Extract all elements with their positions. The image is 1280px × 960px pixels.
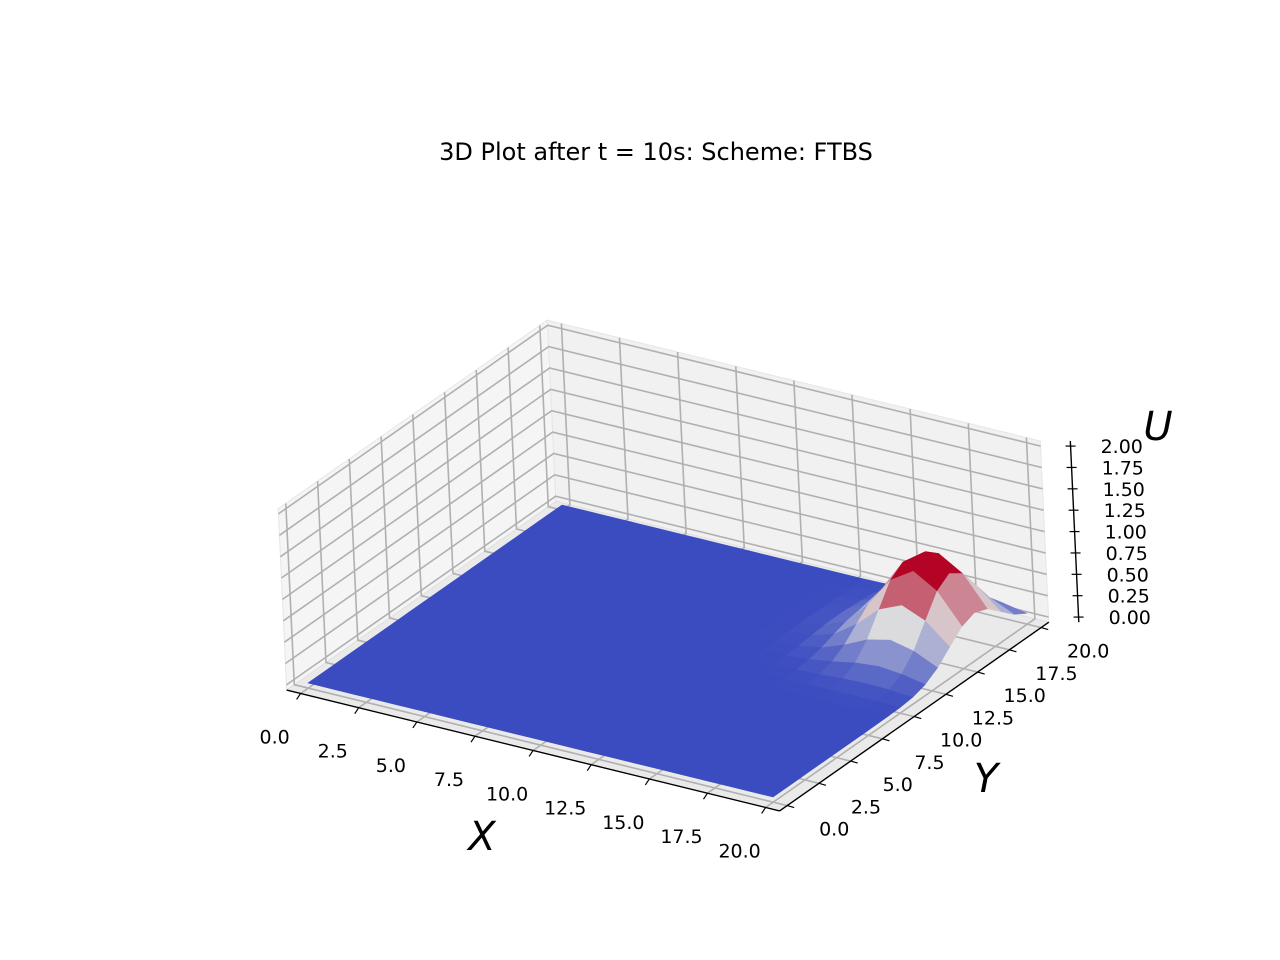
surface-cell bbox=[749, 782, 787, 798]
chart-title: 3D Plot after t = 10s: Scheme: FTBS bbox=[439, 138, 873, 166]
y-gridline bbox=[285, 503, 788, 807]
x-tick-label: 5.0 bbox=[376, 755, 406, 777]
y-tick bbox=[914, 715, 922, 720]
x-tick-label: 7.5 bbox=[434, 769, 464, 791]
y-axis-title: Y bbox=[974, 756, 1002, 802]
x-tick bbox=[470, 735, 476, 743]
y-tick bbox=[1041, 626, 1049, 631]
x-tick bbox=[761, 807, 767, 814]
z-tick-label: 0.00 bbox=[1109, 607, 1151, 629]
z-gridline bbox=[279, 367, 1043, 558]
z-tick-label: 1.50 bbox=[1103, 479, 1145, 501]
z-gridline bbox=[281, 409, 1045, 601]
y-tick-label: 7.5 bbox=[914, 752, 944, 774]
x-tick-label: 12.5 bbox=[544, 798, 586, 820]
z-tick-label: 1.25 bbox=[1104, 500, 1146, 522]
x-tick bbox=[586, 764, 592, 772]
z-axis-title: U bbox=[1143, 404, 1172, 450]
x-tick-label: 2.5 bbox=[318, 741, 348, 763]
z-tick-label: 1.00 bbox=[1105, 522, 1147, 544]
x-tick bbox=[296, 693, 302, 700]
x-tick bbox=[702, 792, 708, 800]
z-tick-label: 0.25 bbox=[1108, 586, 1150, 608]
y-tick-label: 12.5 bbox=[972, 707, 1014, 729]
z-gridline bbox=[285, 495, 1049, 686]
z-gridline bbox=[283, 452, 1047, 643]
y-tick-label: 15.0 bbox=[1004, 685, 1046, 707]
y-tick bbox=[818, 782, 827, 786]
y-tick bbox=[1009, 649, 1017, 653]
x-tick-label: 0.0 bbox=[260, 726, 290, 748]
y-tick-label: 2.5 bbox=[851, 796, 881, 818]
x-gridline bbox=[765, 437, 1036, 809]
z-tick-label: 0.75 bbox=[1106, 543, 1148, 565]
tick-labels: 0.02.55.07.510.012.515.017.520.00.02.55.… bbox=[260, 436, 1151, 862]
z-gridline bbox=[282, 431, 1046, 622]
z-tick-label: 2.00 bbox=[1101, 436, 1143, 458]
x-tick bbox=[528, 750, 534, 757]
x-tick bbox=[644, 778, 650, 786]
y-tick bbox=[850, 760, 858, 764]
x-tick-label: 17.5 bbox=[660, 826, 702, 848]
z-gridline bbox=[277, 324, 1041, 515]
y-tick bbox=[977, 671, 985, 675]
x-tick bbox=[412, 721, 418, 729]
z-gridline bbox=[280, 388, 1044, 579]
y-tick-label: 5.0 bbox=[883, 774, 913, 796]
x-tick-label: 15.0 bbox=[602, 812, 644, 834]
surface-plot bbox=[307, 504, 1027, 798]
z-tick-label: 0.50 bbox=[1107, 564, 1149, 586]
y-tick bbox=[945, 693, 954, 697]
y-tick-label: 0.0 bbox=[819, 819, 849, 841]
x-tick-label: 20.0 bbox=[718, 840, 760, 862]
y-tick-label: 20.0 bbox=[1067, 641, 1109, 663]
y-tick bbox=[882, 738, 890, 742]
x-axis-title: X bbox=[466, 814, 497, 860]
z-gridline bbox=[278, 345, 1042, 536]
y-tick bbox=[787, 804, 795, 809]
x-tick-label: 10.0 bbox=[486, 783, 528, 805]
y-tick-label: 10.0 bbox=[940, 730, 982, 752]
y-tick-label: 17.5 bbox=[1035, 663, 1077, 685]
z-gridline bbox=[284, 474, 1048, 665]
z-tick-label: 1.75 bbox=[1102, 457, 1144, 479]
x-tick bbox=[354, 707, 360, 715]
